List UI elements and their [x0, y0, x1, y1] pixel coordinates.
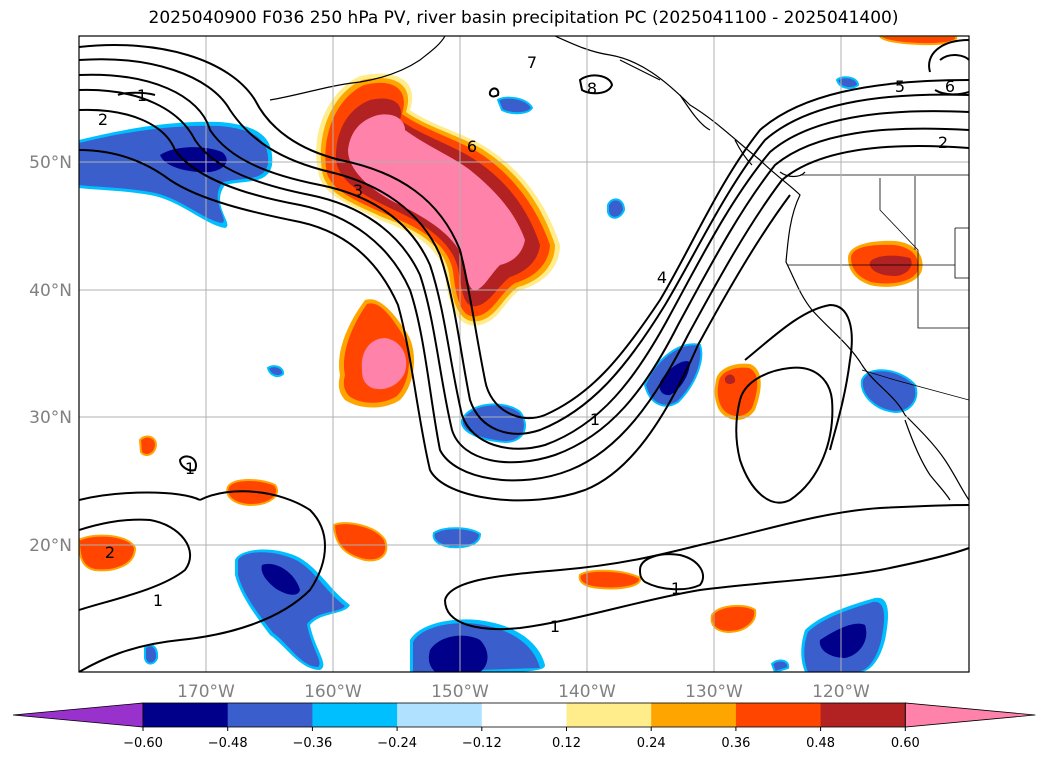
- colorbar-tick-label: −0.24: [377, 736, 417, 751]
- colorbar-extend-min: [12, 702, 144, 728]
- positive-anomaly-small-2: [332, 522, 388, 562]
- negative-anomaly-central-east-core: [659, 361, 690, 396]
- contour-label: 3: [353, 181, 363, 200]
- positive-anomaly-small-4: [578, 569, 642, 590]
- colorbar-tick-label: 0.12: [552, 736, 581, 751]
- map-frame: [78, 35, 970, 673]
- negative-anomaly-small-3: [607, 198, 626, 219]
- colorbar-tick-label: −0.60: [123, 736, 163, 751]
- lat-tick-label: 30°N: [29, 408, 72, 428]
- contour-label: 4: [657, 268, 667, 287]
- colorbar-extend-max: [904, 702, 1036, 728]
- negative-anomaly-small-4: [835, 76, 860, 89]
- colorbar-outline: [142, 702, 906, 728]
- positive-anomaly-blob-california: [848, 240, 923, 287]
- colorbar-segment: [820, 703, 906, 727]
- pv-contour-labels: 1 2 3 4 5 6 7 8 1 2 1 1 1 1 6 2: [98, 53, 955, 636]
- contour-label: 1: [550, 617, 560, 636]
- positive-anomaly-small-3: [79, 534, 137, 572]
- lat-tick-label: 40°N: [29, 281, 72, 301]
- colorbar-segment: [397, 703, 483, 727]
- lon-tick-label: 150°W: [431, 682, 489, 702]
- negative-anomaly-southwest: [235, 549, 350, 670]
- lon-tick-label: 170°W: [177, 682, 235, 702]
- lon-tick-label: 130°W: [685, 682, 743, 702]
- pv-contours: [79, 39, 969, 672]
- colorbar-segment: [312, 703, 398, 727]
- lon-tick-label: 120°W: [812, 682, 870, 702]
- contour-label: 1: [590, 410, 600, 429]
- colorbar-tick-label: −0.48: [208, 736, 248, 751]
- positive-anomaly-blob-central: [338, 299, 415, 408]
- contour-label: 8: [587, 79, 597, 98]
- political-borders: [788, 174, 969, 401]
- negative-anomaly-small-5: [144, 644, 159, 665]
- negative-anomaly-small-1: [432, 527, 482, 549]
- colorbar-segment: [143, 703, 229, 727]
- positive-anomaly-blob-east: [714, 363, 761, 420]
- negative-anomaly-southeast: [801, 597, 888, 672]
- negative-anomaly-small-6: [266, 365, 285, 377]
- longitude-tick-labels: 170°W 160°W 150°W 140°W 130°W 120°W: [177, 682, 870, 702]
- contour-label: 1: [137, 86, 147, 105]
- colorbar-tick-label: 0.48: [806, 736, 835, 751]
- contour-label: 2: [938, 133, 948, 152]
- colorbar-tick-label: −0.12: [462, 736, 502, 751]
- negative-anomaly-west: [79, 121, 273, 228]
- colorbar-tick-label: 0.36: [721, 736, 750, 751]
- latitude-tick-labels: 20°N 30°N 40°N 50°N: [29, 153, 72, 556]
- contour-label: 2: [98, 110, 108, 129]
- colorbar-tick-label: 0.60: [891, 736, 920, 751]
- lat-tick-label: 50°N: [29, 153, 72, 173]
- negative-anomaly-south: [410, 619, 546, 672]
- coastlines: [269, 36, 969, 501]
- positive-anomaly-small-7: [878, 36, 958, 46]
- lon-tick-label: 160°W: [304, 682, 362, 702]
- colorbar-segment: [481, 703, 567, 727]
- gridlines: [79, 36, 969, 672]
- contour-label: 5: [895, 77, 905, 96]
- colorbar-tick-label: −0.36: [292, 736, 332, 751]
- lon-tick-label: 140°W: [558, 682, 616, 702]
- contour-label: 1: [185, 459, 195, 478]
- colorbar-segment: [566, 703, 652, 727]
- colorbar: −0.60 −0.48 −0.36 −0.24 −0.12 0.12 0.24 0.36 0.4…: [12, 702, 1036, 751]
- contour-label: 6: [945, 77, 955, 96]
- negative-anomaly-small-2: [496, 96, 534, 115]
- colorbar-segment: [735, 703, 822, 727]
- positive-anomaly-small-6: [138, 435, 158, 457]
- contour-label: 1: [671, 579, 681, 598]
- positive-anomaly-plume-north: [316, 73, 560, 326]
- chart-title: 2025040900 F036 250 hPa PV, river basin …: [148, 8, 899, 28]
- negative-anomaly-small-7: [770, 659, 790, 672]
- colorbar-segment: [651, 703, 737, 727]
- colorbar-segment: [227, 703, 313, 727]
- contour-label: 6: [467, 137, 477, 156]
- lat-tick-label: 20°N: [29, 536, 72, 556]
- contour-label: 1: [153, 591, 163, 610]
- contour-label: 2: [105, 543, 115, 562]
- contour-label: 7: [527, 53, 537, 72]
- colorbar-tick-label: 0.24: [637, 736, 666, 751]
